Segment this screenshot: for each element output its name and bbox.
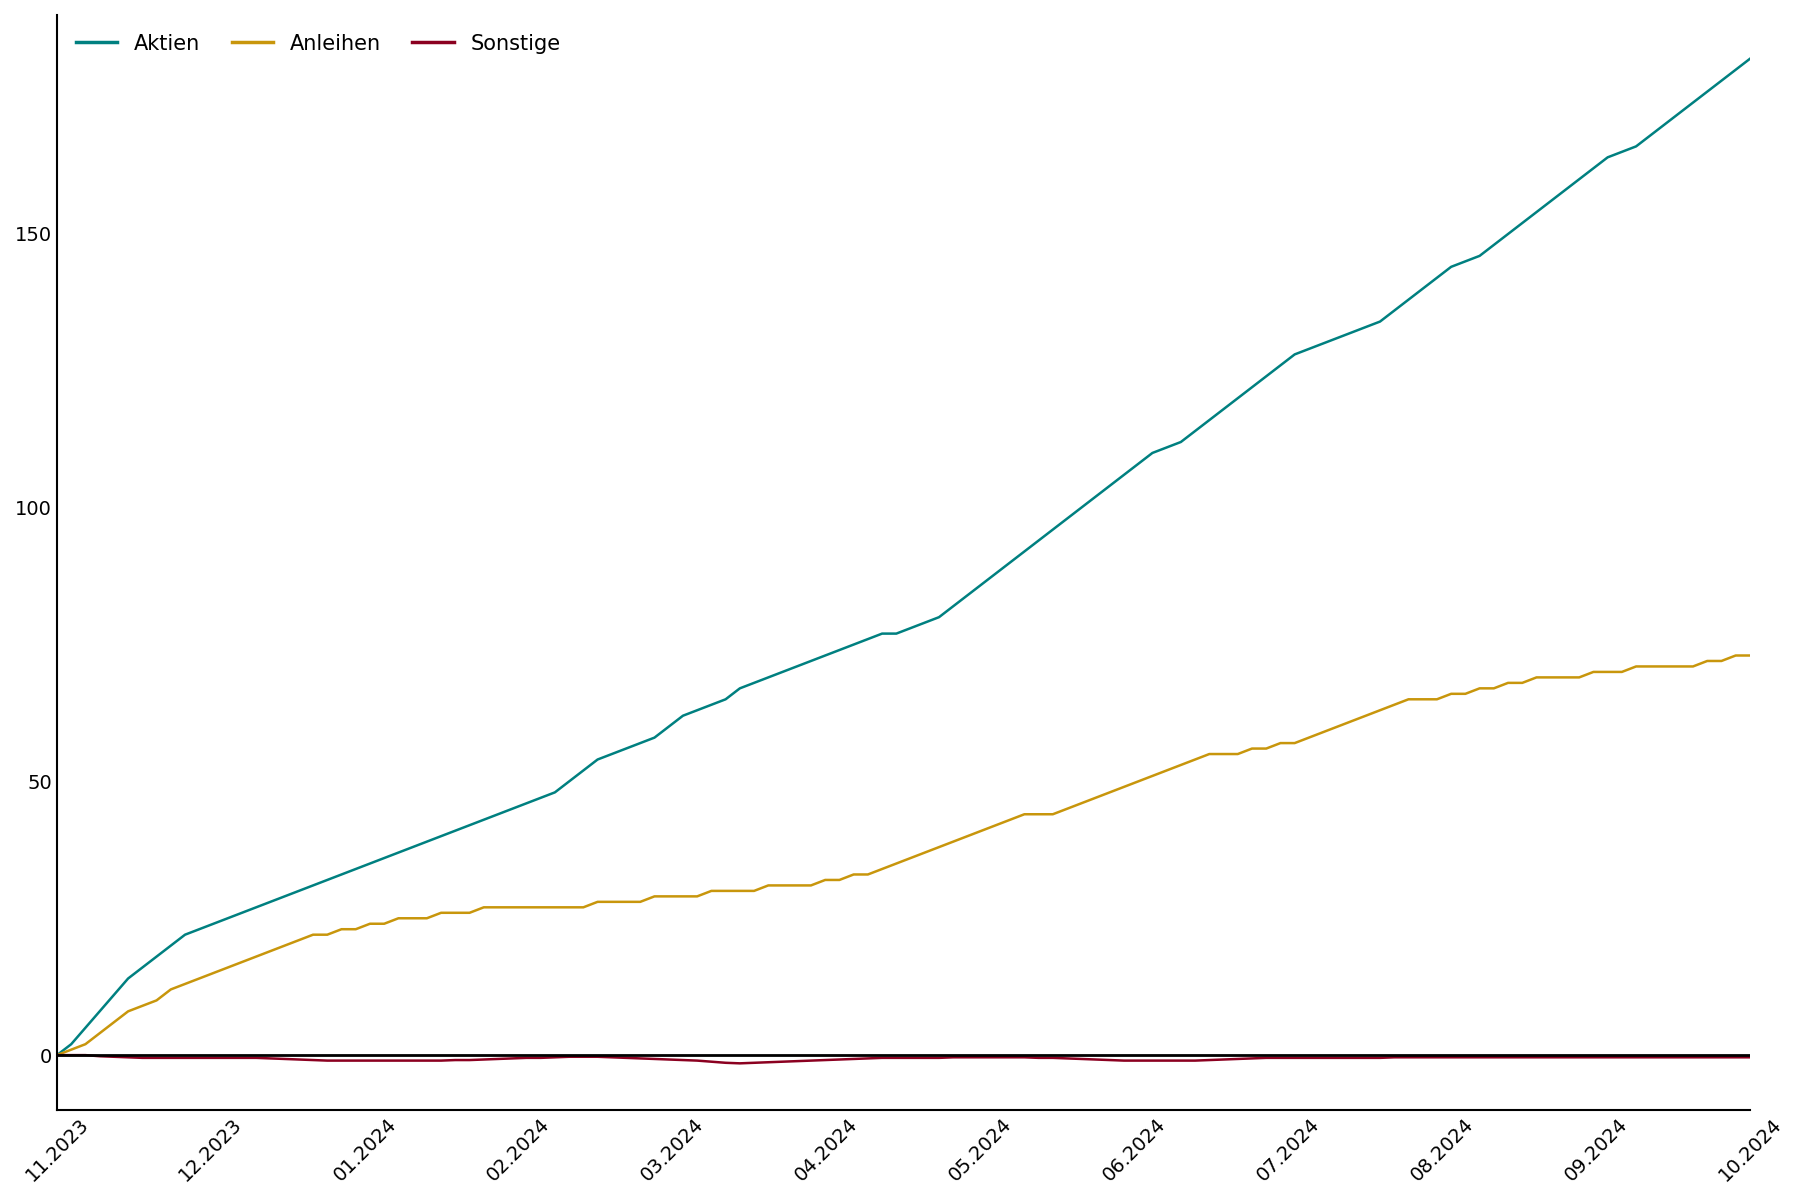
- Line: Aktien: Aktien: [58, 59, 1750, 1055]
- Aktien: [985, 566, 1006, 581]
- Sonstige: [729, 1056, 751, 1070]
- Line: Sonstige: Sonstige: [58, 1055, 1750, 1063]
- Aktien: [401, 840, 423, 854]
- Sonstige: [47, 1048, 68, 1062]
- Sonstige: [1739, 1050, 1760, 1064]
- Anleihen: [1724, 648, 1746, 662]
- Anleihen: [502, 900, 524, 914]
- Anleihen: [1213, 746, 1235, 761]
- Anleihen: [985, 818, 1006, 833]
- Anleihen: [401, 911, 423, 925]
- Aktien: [1213, 402, 1235, 416]
- Sonstige: [502, 1051, 524, 1066]
- Sonstige: [999, 1050, 1021, 1064]
- Line: Anleihen: Anleihen: [58, 655, 1750, 1055]
- Aktien: [47, 1048, 68, 1062]
- Sonstige: [1228, 1051, 1249, 1066]
- Anleihen: [47, 1048, 68, 1062]
- Sonstige: [401, 1054, 423, 1068]
- Aktien: [502, 802, 524, 816]
- Legend: Aktien, Anleihen, Sonstige: Aktien, Anleihen, Sonstige: [67, 25, 569, 62]
- Anleihen: [1384, 697, 1406, 712]
- Anleihen: [1739, 648, 1760, 662]
- Aktien: [1739, 52, 1760, 66]
- Sonstige: [1696, 1050, 1717, 1064]
- Aktien: [1683, 95, 1705, 109]
- Sonstige: [1397, 1050, 1418, 1064]
- Anleihen: [1683, 659, 1705, 673]
- Aktien: [1384, 304, 1406, 318]
